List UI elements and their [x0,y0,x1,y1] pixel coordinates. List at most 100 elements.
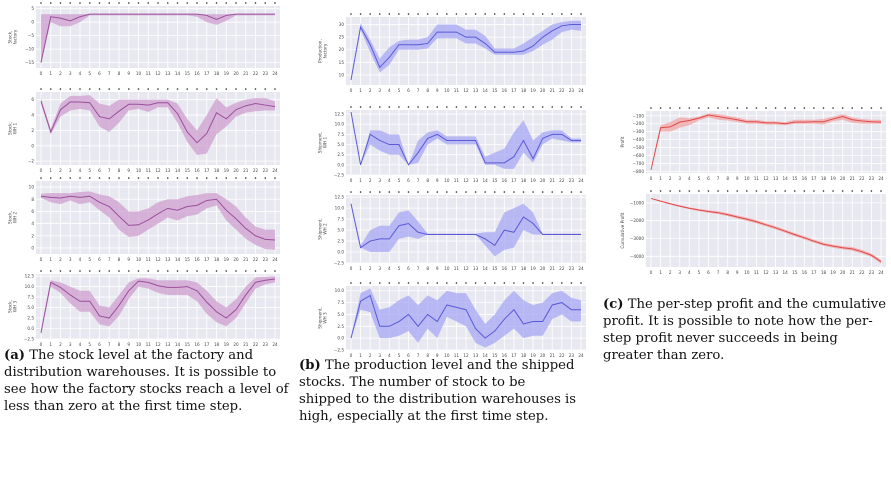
x-tick-label: 15 [492,353,498,358]
y-tick-label: 12.5 [335,112,345,117]
top-tick-dot [244,88,247,90]
caption-a-text: The stock level at the factory and distr… [4,348,289,414]
top-tick-dot [59,88,62,90]
top-tick-dot [147,2,150,4]
x-tick-label: 6 [98,342,101,347]
x-tick-label: 5 [88,168,91,173]
top-tick-dot [40,177,42,179]
top-tick-dot [532,282,534,284]
x-tick-label: 22 [859,176,865,181]
top-tick-dot [446,282,448,284]
x-tick-label: 10 [136,71,142,76]
series-line [350,203,581,249]
top-tick-dot [264,88,267,90]
y-tick-label: −500 [632,145,644,150]
top-tick-dot [186,2,189,4]
top-tick-dot [851,190,854,192]
x-tick-label: 16 [194,342,200,347]
top-tick-dot [561,191,563,193]
x-tick-label: 5 [398,353,401,358]
top-tick-dot [378,13,381,15]
top-tick-dot [669,107,671,109]
x-tick-label: 0 [650,270,653,275]
top-tick-dot [474,282,477,284]
top-tick-dot [398,191,400,193]
top-tick-dot [88,88,91,90]
top-tick-dot [822,107,825,109]
x-tick-label: 9 [127,342,130,347]
top-tick-dot [755,190,758,192]
x-tick-label: 23 [263,257,269,262]
x-tick-label: 1 [49,342,52,347]
top-tick-dot [215,2,218,4]
top-tick-dot [774,107,777,109]
top-tick-dot [40,2,42,4]
top-tick-dot [225,270,228,272]
top-tick-dot [736,107,739,109]
x-tick-label: 5 [398,266,401,271]
x-tick-label: 5 [88,71,91,76]
top-tick-dot [541,13,544,15]
top-tick-dot [650,107,652,109]
top-tick-dot [49,270,52,272]
x-tick-label: 9 [436,353,439,358]
top-tick-dot [474,191,477,193]
y-tick-label: 20 [339,47,345,52]
x-tick-label: 19 [530,178,536,183]
top-tick-dot [493,191,496,193]
x-tick-label: 21 [550,88,556,93]
x-tick-label: 18 [214,168,220,173]
x-tick-label: 5 [398,88,401,93]
x-tick-label: 22 [253,168,259,173]
x-tick-label: 12 [763,270,769,275]
top-tick-dot [264,2,267,4]
top-tick-dot [841,107,844,109]
top-tick-dot [455,106,458,108]
x-tick-label: 12 [463,88,469,93]
y-tick-label: −2.5 [334,261,345,266]
top-tick-dot [137,177,140,179]
top-tick-dot [147,270,150,272]
x-tick-label: 14 [482,353,488,358]
top-tick-dot [650,190,652,192]
x-tick-label: 18 [214,342,220,347]
top-tick-dot [127,88,130,90]
y-tick-label: −10 [25,47,34,52]
top-tick-dot [176,88,179,90]
x-tick-label: 1 [49,168,52,173]
x-tick-label: 17 [511,266,517,271]
x-tick-label: 9 [436,266,439,271]
series-line [350,111,581,166]
top-tick-dot [765,107,767,109]
x-tick-label: 3 [69,71,72,76]
x-tick-label: 20 [233,342,239,347]
x-tick-label: 7 [108,342,111,347]
caption-c-label: (c) [603,297,624,312]
x-tick-label: 14 [782,270,788,275]
top-tick-dot [417,191,419,193]
top-tick-dot [455,282,458,284]
top-tick-dot [436,13,439,15]
top-tick-dot [350,191,352,193]
x-tick-label: 15 [492,178,498,183]
x-tick-label: 3 [678,270,681,275]
top-tick-dot [378,106,381,108]
x-tick-label: 17 [811,270,817,275]
x-tick-label: 9 [436,178,439,183]
top-tick-dot [69,177,72,179]
top-tick-dot [678,190,681,192]
x-tick-label: 11 [146,71,152,76]
top-tick-dot [359,191,362,193]
x-tick-label: 8 [426,266,429,271]
y-tick-label: 10.0 [335,288,345,293]
top-tick-dot [784,190,786,192]
x-tick-label: 4 [79,257,82,262]
x-tick-label: 23 [869,176,875,181]
top-tick-dot [118,177,120,179]
y-tick-label: 2.5 [337,152,344,157]
series-line [40,278,276,333]
top-tick-dot [40,88,42,90]
x-tick-label: 11 [146,342,152,347]
top-tick-dot [215,88,218,90]
